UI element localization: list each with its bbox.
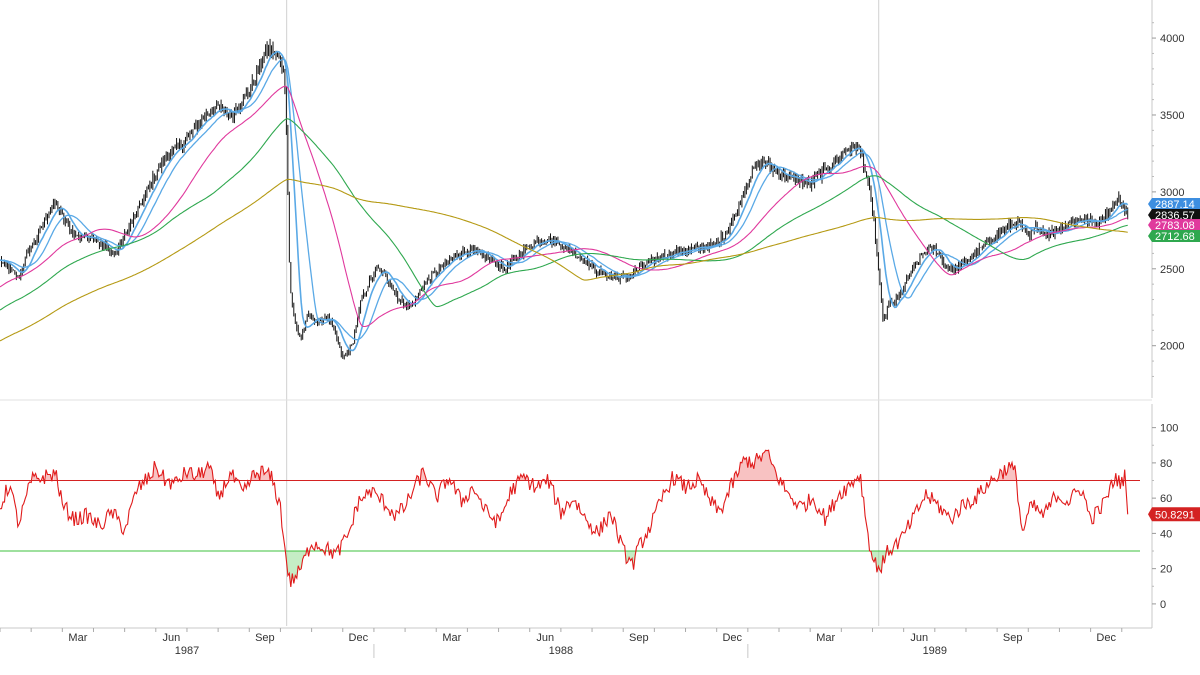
rsi-oversold-fill <box>286 551 894 587</box>
moving-averages <box>0 50 1129 352</box>
price-y-tick-label: 2500 <box>1160 264 1184 276</box>
last-value-tag-label: 2783.08 <box>1155 220 1195 232</box>
sma-slow-line <box>0 85 1128 328</box>
last-value-tag-3: 2712.68 <box>1148 230 1200 243</box>
rsi-y-tick-label: 0 <box>1160 599 1166 611</box>
sma-long-line <box>0 118 1128 311</box>
price-y-tick-label: 3000 <box>1160 187 1184 199</box>
price-y-tick-label: 3500 <box>1160 110 1184 122</box>
x-month-label: Jun <box>536 632 554 644</box>
x-month-label: Sep <box>255 632 275 644</box>
x-year-label: 1989 <box>923 645 947 657</box>
x-year-label: 1988 <box>549 645 573 657</box>
x-month-label: Jun <box>910 632 928 644</box>
vertical-markers <box>286 0 880 626</box>
rsi-last-value-tag-label: 50.8291 <box>1155 509 1195 521</box>
last-value-tag-0: 2887.14 <box>1148 198 1200 211</box>
rsi-y-tick-label: 60 <box>1160 493 1172 505</box>
x-year-label: 1987 <box>175 645 199 657</box>
rsi-last-value-tag: 50.8291 <box>1148 507 1200 522</box>
last-value-tag-bg <box>1148 219 1200 231</box>
rsi-y-tick-label: 100 <box>1160 423 1178 435</box>
x-month-label: Dec <box>722 632 742 644</box>
rsi-last-value-tag-bg <box>1148 507 1200 522</box>
last-value-tag-2: 2783.08 <box>1148 219 1200 232</box>
price-y-tick-label: 4000 <box>1160 33 1184 45</box>
rsi-y-tick-label: 40 <box>1160 528 1172 540</box>
last-value-tag-label: 2712.68 <box>1155 231 1195 243</box>
x-month-label: Mar <box>816 632 835 644</box>
x-month-label: Mar <box>442 632 461 644</box>
last-value-tag-bg <box>1148 209 1200 221</box>
last-value-tag-bg <box>1148 230 1200 242</box>
price-panel <box>0 38 1129 360</box>
last-value-tag-label: 2887.14 <box>1155 199 1195 211</box>
x-month-label: Sep <box>629 632 649 644</box>
rsi-line <box>0 449 1129 588</box>
x-month-label: Jun <box>163 632 181 644</box>
sma-very-long-line <box>0 178 1128 342</box>
x-month-label: Dec <box>349 632 369 644</box>
rsi-y-tick-label: 20 <box>1160 564 1172 576</box>
sma-fast-line <box>0 50 1129 352</box>
rsi-y-tick-label: 80 <box>1160 458 1172 470</box>
sma-medium-line <box>0 58 1128 341</box>
axes: 2000 2500 3000 3500 4000 0 20 40 60 80 100 <box>0 0 1184 628</box>
price-y-tick-label: 2000 <box>1160 341 1184 353</box>
x-month-label: Dec <box>1096 632 1116 644</box>
x-month-label: Mar <box>68 632 87 644</box>
x-month-label: Sep <box>1003 632 1023 644</box>
last-value-tag-bg <box>1148 198 1200 210</box>
rsi-panel <box>0 449 1140 588</box>
x-axis: Mar Jun Sep Dec Mar Jun Sep Dec Mar Jun Sep Dec 1987… <box>0 627 1152 658</box>
